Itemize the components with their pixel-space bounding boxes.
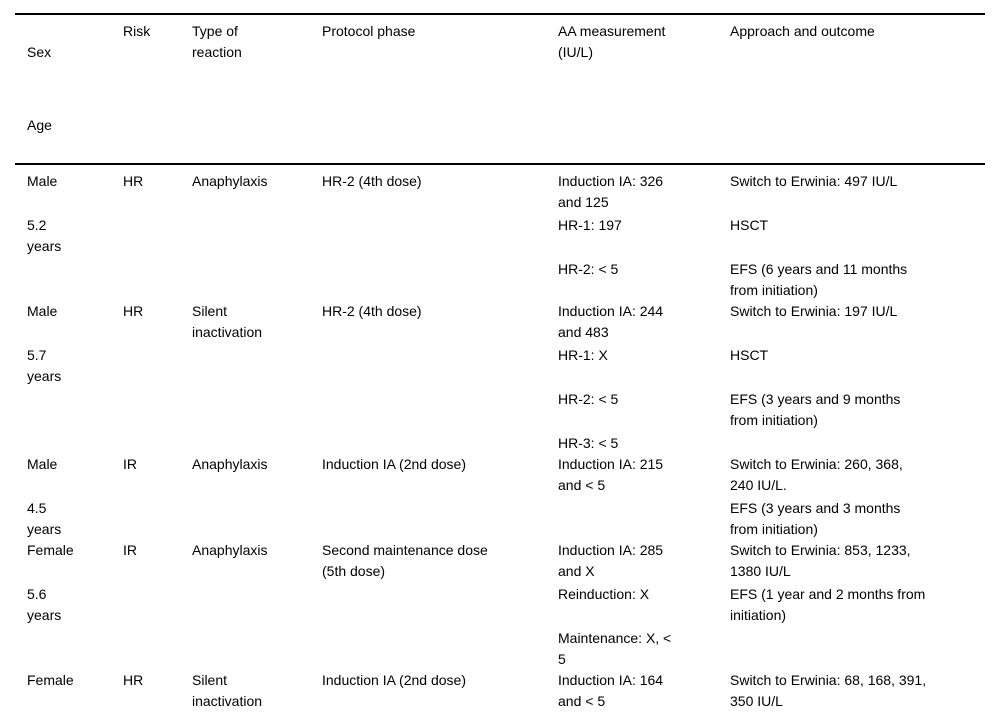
cell-protocol-phase: HR-2 (4th dose) <box>322 303 422 319</box>
cell-outcome: Switch to Erwinia: 68, 168, 391, 350 IU/… <box>730 672 927 709</box>
cell-age: 5.7 years <box>27 347 62 384</box>
cell-reaction: Anaphylaxis <box>192 456 268 472</box>
table-row: Male 4.5 years IR Anaphylaxis Induction IA (… <box>15 454 985 540</box>
cell-outcome: HSCT <box>730 347 769 363</box>
header-protocol-phase: Protocol phase <box>322 22 416 39</box>
cell-reaction: Silent inactivation <box>192 672 263 709</box>
cell-aa-measurement: HR-1: 197 <box>558 217 622 233</box>
cell-aa-measurement: Maintenance: X, < 5 <box>558 630 672 667</box>
header-reaction: Type of reaction <box>192 22 242 60</box>
cell-aa-measurement: Induction IA: 326 and 125 <box>558 173 664 210</box>
cell-outcome: EFS (6 years and 11 months from initiati… <box>730 261 908 298</box>
cell-protocol-phase: Induction IA (2nd dose) <box>322 456 466 472</box>
cell-aa-measurement: HR-2: < 5 <box>558 261 619 277</box>
cell-sex: Male <box>27 303 58 319</box>
cell-risk: HR <box>123 173 144 189</box>
table-header: Sex Age Risk Type of reaction Protocol p… <box>15 15 985 163</box>
table-header-rule <box>15 162 985 165</box>
table-row: Male 5.2 years HR Anaphylaxis HR-2 (4th dose… <box>15 171 985 301</box>
cell-risk: HR <box>123 672 144 688</box>
header-sex: Sex <box>27 43 52 60</box>
header-age: Age <box>27 116 52 133</box>
cell-risk: IR <box>123 456 137 472</box>
table-row: Female 5.6 years IR Anaphylaxis Second maint… <box>15 540 985 670</box>
cell-protocol-phase: Second maintenance dose (5th dose) <box>322 542 488 579</box>
cell-aa-measurement: HR-3: < 5 <box>558 435 619 451</box>
cell-protocol-phase: Induction IA (2nd dose) <box>322 672 466 688</box>
cell-reaction: Silent inactivation <box>192 303 263 340</box>
cell-outcome: Switch to Erwinia: 197 IU/L <box>730 303 898 319</box>
cell-outcome: EFS (3 years and 9 months from initiatio… <box>730 391 901 428</box>
table-body: Male 5.2 years HR Anaphylaxis HR-2 (4th dose… <box>15 165 985 717</box>
cell-outcome: HSCT <box>730 217 769 233</box>
cell-outcome: EFS (3 years and 3 months from initiatio… <box>730 500 901 537</box>
header-sex-age: Sex Age <box>27 21 123 157</box>
cell-sex: Male <box>27 173 58 189</box>
cell-outcome: Switch to Erwinia: 853, 1233, 1380 IU/L <box>730 542 911 579</box>
cell-aa-measurement: HR-1: X <box>558 347 608 363</box>
cell-aa-measurement: Induction IA: 215 and < 5 <box>558 456 664 493</box>
cell-aa-measurement: Induction IA: 164 and < 5 <box>558 672 664 709</box>
cell-risk: HR <box>123 303 144 319</box>
header-approach-outcome: Approach and outcome <box>730 22 875 39</box>
cell-age: 5.2 years <box>27 217 62 254</box>
cell-aa-measurement: Induction IA: 244 and 483 <box>558 303 664 340</box>
cell-sex: Male <box>27 456 58 472</box>
cell-risk: IR <box>123 542 137 558</box>
cell-outcome: Switch to Erwinia: 497 IU/L <box>730 173 898 189</box>
cell-age: 5.6 years <box>27 586 62 623</box>
header-aa-measurement: AA measurement (IU/L) <box>558 22 666 60</box>
cell-sex: Female <box>27 672 74 688</box>
patient-table: Sex Age Risk Type of reaction Protocol p… <box>15 13 985 717</box>
cell-reaction: Anaphylaxis <box>192 542 268 558</box>
table-top-rule <box>15 13 985 15</box>
cell-outcome: EFS (1 year and 2 months from initiation… <box>730 586 926 623</box>
table-row: Male 5.7 years HR Silent inactivation HR-2 (… <box>15 301 985 454</box>
cell-protocol-phase: HR-2 (4th dose) <box>322 173 422 189</box>
cell-aa-measurement: Induction IA: 285 and X <box>558 542 664 579</box>
cell-aa-measurement: Reinduction: X <box>558 586 650 602</box>
cell-age: 4.5 years <box>27 500 62 537</box>
cell-reaction: Anaphylaxis <box>192 173 268 189</box>
cell-aa-measurement: HR-2: < 5 <box>558 391 619 407</box>
cell-outcome: Switch to Erwinia: 260, 368, 240 IU/L. <box>730 456 903 493</box>
header-risk: Risk <box>123 22 151 39</box>
cell-sex: Female <box>27 542 74 558</box>
